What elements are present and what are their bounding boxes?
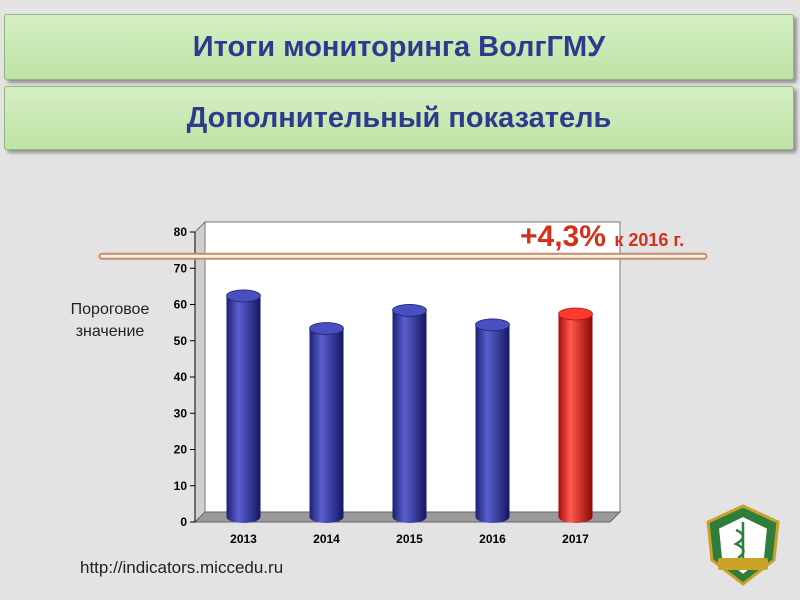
plot-side-wall <box>194 220 206 524</box>
y-tick-label: 70 <box>174 261 188 275</box>
bar-2015 <box>392 303 427 523</box>
bar-top <box>309 322 344 335</box>
bar-2014 <box>309 322 344 523</box>
university-seal-logo <box>706 504 780 586</box>
y-tick-label: 50 <box>174 334 188 348</box>
subtitle-banner: Дополнительный показатель <box>4 86 794 150</box>
bar-top <box>475 318 510 332</box>
source-url: http://indicators.miccedu.ru <box>80 558 284 577</box>
threshold-label-line-1: Пороговое <box>70 301 150 318</box>
change-value: +4,3% <box>520 220 606 253</box>
x-tick-label: 2015 <box>396 532 423 546</box>
x-tick-label: 2014 <box>313 532 340 546</box>
change-suffix: к 2016 г. <box>614 230 685 250</box>
bars <box>226 289 593 523</box>
x-tick-label: 2016 <box>479 532 506 546</box>
y-tick-label: 40 <box>174 370 188 384</box>
x-axis-labels: 2013 2014 2015 2016 2017 <box>230 532 589 546</box>
change-annotation: +4,3% к 2016 г. <box>520 220 684 254</box>
bar-body <box>309 328 344 523</box>
bar-top <box>226 289 261 303</box>
bar-top <box>558 307 593 321</box>
y-tick-label: 0 <box>180 515 187 529</box>
x-tick-label: 2013 <box>230 532 257 546</box>
x-tick-label: 2017 <box>562 532 589 546</box>
y-axis: 0 10 20 30 40 50 60 70 80 <box>174 225 196 529</box>
bar-2017 <box>558 307 593 523</box>
page-subtitle: Дополнительный показатель <box>186 101 612 134</box>
bar-body <box>392 310 427 523</box>
bar-body <box>226 295 261 523</box>
bar-top <box>392 303 427 317</box>
bar-2016 <box>475 318 510 523</box>
bar-body <box>558 314 593 523</box>
y-tick-label: 20 <box>174 443 188 457</box>
y-tick-label: 30 <box>174 406 188 420</box>
y-tick-label: 10 <box>174 479 188 493</box>
title-banner: Итоги мониторинга ВолгГМУ <box>4 14 794 80</box>
bar-body <box>475 324 510 523</box>
y-tick-label: 80 <box>174 225 188 239</box>
y-tick-label: 60 <box>174 298 188 312</box>
threshold-label-line-2: значение <box>75 323 145 340</box>
threshold-label: Пороговое значение <box>30 299 190 343</box>
page-title: Итоги мониторинга ВолгГМУ <box>192 30 606 63</box>
bar-2013 <box>226 289 261 523</box>
